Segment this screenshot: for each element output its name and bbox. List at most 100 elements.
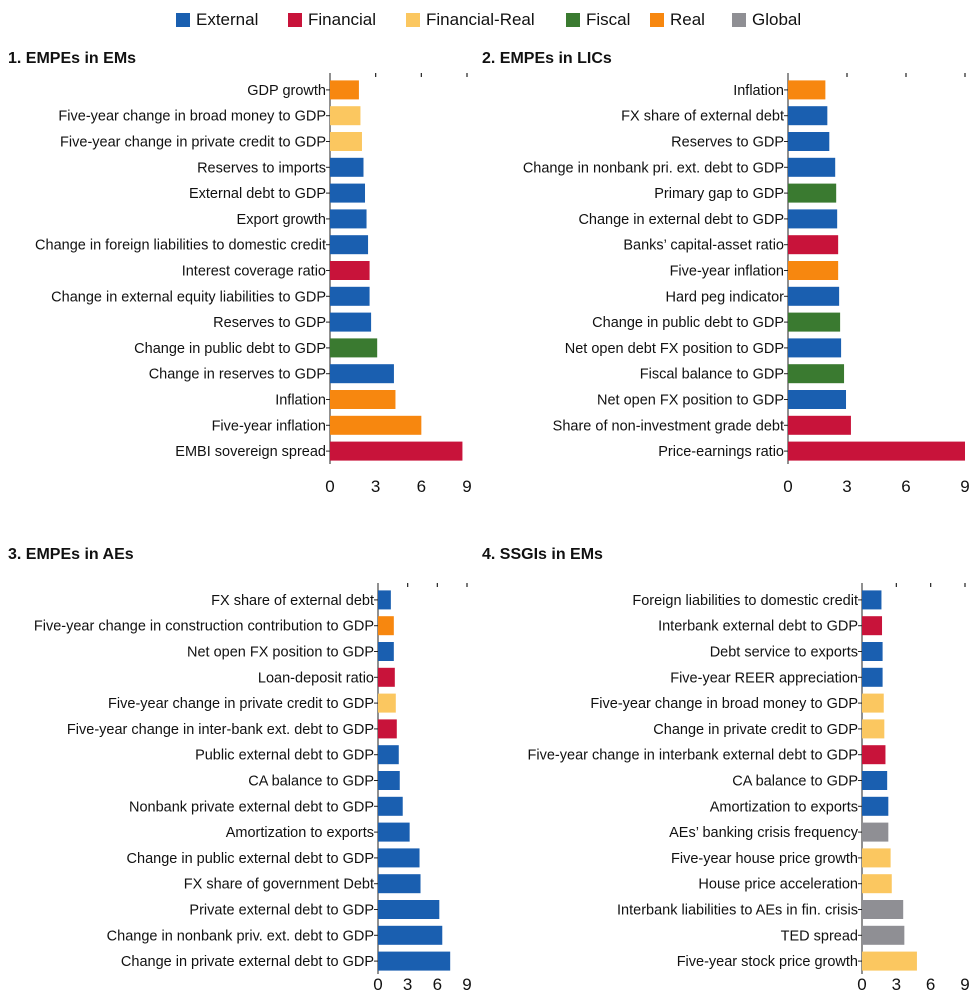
bar-label: Price-earnings ratio — [658, 444, 784, 460]
panel-3-title: 3. EMPEs in AEs — [8, 546, 134, 563]
bar-label: Change in reserves to GDP — [149, 367, 326, 383]
bar — [330, 157, 364, 177]
bar — [788, 390, 847, 409]
bar-label: Five-year inflation — [670, 264, 784, 280]
bar-label: Five-year change in broad money to GDP — [58, 109, 326, 125]
bar-label: CA balance to GDP — [732, 774, 858, 790]
bar-label: Public external debt to GDP — [195, 748, 374, 764]
bar — [862, 616, 883, 636]
legend-item-real: Real — [650, 10, 705, 30]
legend-swatch-financial — [288, 13, 302, 27]
bar-label: Change in private external debt to GDP — [121, 954, 374, 970]
bar-label: Hard peg indicator — [666, 289, 785, 305]
x-tick-label: 9 — [960, 975, 969, 994]
bar-label: Change in external debt to GDP — [578, 212, 784, 228]
bar-label: Amortization to exports — [226, 825, 374, 841]
legend-label-real: Real — [670, 10, 705, 29]
bar-label: Five-year stock price growth — [677, 954, 858, 970]
bar-label: EMBI sovereign spread — [175, 444, 326, 460]
bar — [862, 848, 891, 868]
bar-label: FX share of external debt — [211, 593, 374, 609]
bar — [378, 771, 400, 790]
legend-swatch-financial-real — [406, 13, 420, 27]
panel-1-title: 1. EMPEs in EMs — [8, 50, 137, 67]
bar-label: Change in public external debt to GDP — [127, 851, 374, 867]
bar-label: Interest coverage ratio — [182, 264, 326, 280]
legend-label-financial-real: Financial-Real — [426, 10, 535, 29]
x-tick-label: 6 — [901, 477, 910, 496]
bar-label: Five-year house price growth — [671, 851, 858, 867]
bar — [788, 286, 840, 306]
bar-label: Five-year change in interbank external d… — [528, 748, 858, 764]
bar — [330, 364, 394, 384]
bar — [378, 900, 440, 919]
bar — [378, 616, 394, 636]
legend-item-financial: Financial — [288, 10, 376, 30]
bar-label: Change in public debt to GDP — [592, 315, 784, 331]
bar-label: Five-year change in construction contrib… — [34, 619, 374, 635]
bar-label: Change in public debt to GDP — [134, 341, 326, 357]
bar — [862, 925, 905, 945]
bar — [862, 590, 882, 610]
legend-label-global: Global — [752, 10, 802, 29]
bar-label: Five-year REER appreciation — [670, 670, 858, 686]
legend-label-financial: Financial — [308, 10, 377, 29]
bar — [330, 235, 369, 255]
bar — [862, 900, 904, 919]
legend-item-global: Global — [732, 10, 801, 30]
x-tick-label: 0 — [373, 975, 382, 994]
bar-label: Export growth — [237, 212, 326, 228]
legend-label-external: External — [196, 10, 259, 29]
bar-label: Loan-deposit ratio — [258, 670, 374, 686]
x-tick-label: 0 — [325, 477, 334, 496]
x-tick-label: 9 — [462, 477, 471, 496]
legend-item-fiscal: Fiscal — [566, 10, 630, 30]
bar-label: Reserves to GDP — [671, 135, 784, 151]
bar-label: Nonbank private external debt to GDP — [129, 799, 374, 815]
bar-label: Private external debt to GDP — [189, 903, 374, 919]
bar-label: Interbank external debt to GDP — [658, 619, 858, 635]
bar — [330, 80, 359, 100]
x-tick-label: 9 — [462, 975, 471, 994]
bar-label: Change in external equity liabilities to… — [51, 289, 326, 305]
bar — [862, 796, 889, 816]
bar-label: Primary gap to GDP — [654, 186, 784, 202]
bar — [378, 590, 391, 610]
bar-label: Change in nonbank priv. ext. debt to GDP — [107, 928, 374, 944]
bar — [330, 312, 372, 332]
bar — [330, 286, 370, 306]
bar — [788, 441, 965, 461]
bar — [788, 338, 842, 358]
bar-label: TED spread — [781, 928, 858, 944]
panel-4-title: 4. SSGIs in EMs — [482, 546, 603, 563]
bar-label: Inflation — [275, 393, 326, 409]
bar — [378, 874, 421, 894]
bar — [378, 822, 410, 842]
legend-label-fiscal: Fiscal — [586, 10, 631, 29]
bar-label: Net open FX position to GDP — [597, 393, 784, 409]
bar — [862, 642, 883, 661]
bar-label: Share of non-investment grade debt — [553, 418, 784, 434]
bar-label: Banks’ capital-asset ratio — [623, 238, 784, 254]
bar-label: CA balance to GDP — [248, 774, 374, 790]
bar — [330, 390, 396, 409]
bar — [378, 642, 394, 661]
bar — [330, 415, 422, 435]
bar — [788, 235, 839, 255]
bar — [862, 667, 883, 687]
bar-label: Foreign liabilities to domestic credit — [632, 593, 858, 609]
bar-label: Change in foreign liabilities to domesti… — [35, 238, 326, 254]
legend-swatch-real — [650, 13, 664, 27]
bar — [330, 183, 366, 203]
bar — [330, 106, 361, 126]
x-tick-label: 3 — [892, 975, 901, 994]
bar-label: Net open debt FX position to GDP — [565, 341, 784, 357]
bar — [788, 80, 826, 100]
bar — [330, 338, 378, 358]
x-tick-label: 3 — [403, 975, 412, 994]
bar-label: Reserves to imports — [197, 160, 326, 176]
bar — [378, 745, 399, 765]
x-tick-label: 6 — [433, 975, 442, 994]
